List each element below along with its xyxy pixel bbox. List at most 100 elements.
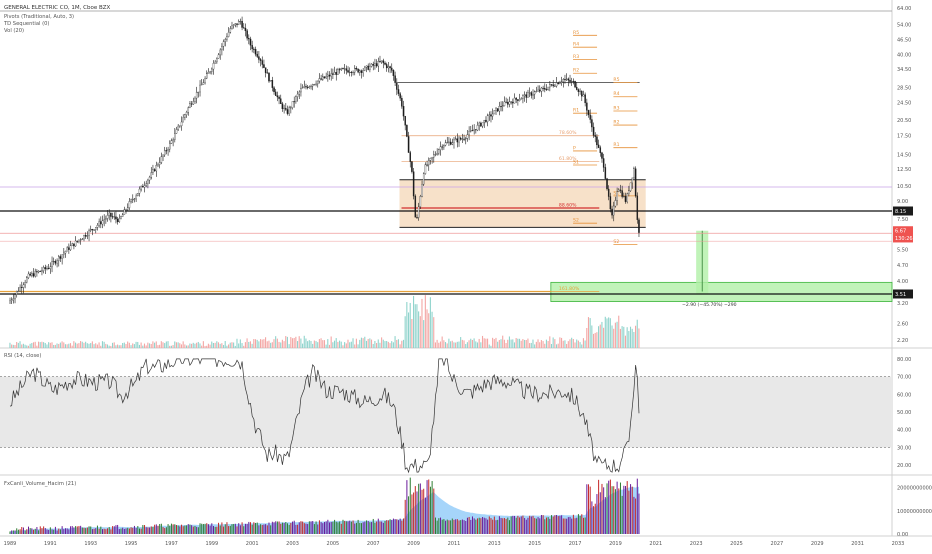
candle-body bbox=[559, 82, 561, 85]
volume-bar bbox=[525, 519, 527, 534]
pivot-label: R1 bbox=[613, 142, 619, 148]
volume-bar bbox=[115, 525, 117, 534]
candle-body bbox=[584, 94, 586, 104]
candle-body bbox=[564, 79, 566, 81]
candle-body bbox=[86, 235, 89, 237]
volume-bar bbox=[127, 527, 129, 534]
volume-bar bbox=[142, 524, 144, 534]
main-volume-bar bbox=[108, 345, 110, 348]
main-volume-bar bbox=[19, 341, 21, 348]
volume-bar bbox=[386, 520, 388, 534]
candle-body bbox=[461, 138, 464, 140]
candle-body bbox=[453, 139, 455, 143]
volume-bar bbox=[12, 530, 14, 534]
volume-bar bbox=[515, 517, 517, 534]
volume-bar bbox=[159, 524, 161, 534]
volume-bar bbox=[564, 518, 566, 534]
main-volume-bar bbox=[411, 318, 413, 348]
candle-body bbox=[513, 97, 516, 104]
candle-body bbox=[249, 38, 252, 46]
main-volume-bar bbox=[24, 344, 26, 348]
volume-bar bbox=[189, 524, 191, 534]
volume-bar bbox=[574, 518, 576, 534]
rsi-line bbox=[9, 358, 640, 474]
pivot-label: R2 bbox=[613, 120, 619, 126]
volume-bar bbox=[167, 524, 169, 534]
candle-body bbox=[58, 256, 60, 261]
candle-body bbox=[406, 125, 408, 137]
main-volume-bar bbox=[513, 342, 516, 348]
main-volume-bar bbox=[80, 341, 82, 348]
main-volume-bar bbox=[495, 337, 497, 348]
price-tick-label: 24.50 bbox=[897, 101, 911, 107]
volume-bar bbox=[434, 517, 436, 534]
main-volume-bar bbox=[196, 342, 198, 348]
volume-bar bbox=[522, 515, 524, 534]
candle-body bbox=[66, 247, 68, 252]
candle-body bbox=[596, 136, 598, 146]
price-tick-label: 10.50 bbox=[897, 184, 911, 190]
candle-body bbox=[301, 87, 304, 89]
pivot-label: P bbox=[573, 145, 576, 151]
candle-body bbox=[370, 63, 373, 67]
volume-bar bbox=[300, 521, 302, 534]
volume-bar bbox=[275, 521, 277, 534]
main-volume-bar bbox=[633, 331, 635, 348]
main-volume-bar bbox=[518, 338, 521, 348]
candle-body bbox=[634, 168, 637, 197]
candle-body bbox=[110, 212, 112, 217]
candle-body bbox=[177, 125, 179, 130]
candle-body bbox=[422, 173, 425, 185]
candle-body bbox=[539, 89, 541, 92]
time-tick-label: 2019 bbox=[609, 541, 622, 547]
candle-body bbox=[569, 80, 571, 82]
volume-bar bbox=[70, 526, 72, 534]
volume-bar bbox=[125, 528, 127, 534]
candle-body bbox=[500, 106, 502, 108]
main-volume-bar bbox=[100, 345, 102, 348]
volume-bar bbox=[251, 524, 253, 534]
main-volume-bar bbox=[85, 341, 87, 348]
volume-bar bbox=[229, 525, 231, 534]
volume-bar bbox=[401, 520, 403, 534]
main-volume-bar bbox=[93, 344, 95, 348]
candle-body bbox=[83, 235, 85, 240]
volume-bar bbox=[545, 517, 547, 534]
candle-body bbox=[214, 61, 216, 64]
main-volume-bar bbox=[475, 341, 477, 348]
volume-bar bbox=[110, 529, 112, 534]
candle-body bbox=[310, 85, 312, 87]
main-volume-bar bbox=[386, 341, 388, 348]
volume-bar bbox=[559, 515, 561, 534]
main-volume-bar bbox=[238, 343, 240, 348]
candle-body bbox=[591, 119, 593, 128]
volume-bar bbox=[418, 483, 420, 534]
volume-bar bbox=[22, 527, 24, 534]
candle-body bbox=[113, 216, 116, 218]
volume-bar bbox=[192, 526, 194, 534]
candle-body bbox=[96, 225, 99, 228]
volume-bar bbox=[16, 528, 18, 534]
candle-body bbox=[636, 195, 639, 220]
volume-bar bbox=[498, 516, 500, 534]
volume-bar bbox=[327, 519, 329, 534]
main-volume-bar bbox=[591, 325, 593, 348]
candle-body bbox=[518, 99, 521, 101]
volume-tick-label: 20000000000.00 bbox=[897, 486, 932, 492]
candle-body bbox=[103, 219, 105, 221]
volume-bar bbox=[527, 517, 529, 534]
candle-body bbox=[364, 66, 366, 71]
volume-bar bbox=[21, 527, 23, 534]
candle-body bbox=[241, 21, 243, 28]
rsi-tick-label: 80.00 bbox=[897, 357, 911, 363]
price-tick-label: 3.20 bbox=[897, 301, 908, 307]
candle-body bbox=[377, 61, 380, 67]
candle-body bbox=[441, 146, 443, 148]
main-volume-bar bbox=[185, 345, 188, 348]
volume-bar bbox=[354, 523, 356, 534]
candle-body bbox=[34, 271, 36, 277]
volume-bar bbox=[470, 519, 472, 534]
volume-bar bbox=[404, 499, 406, 534]
main-volume-bar bbox=[392, 342, 394, 348]
candle-body bbox=[296, 93, 299, 97]
